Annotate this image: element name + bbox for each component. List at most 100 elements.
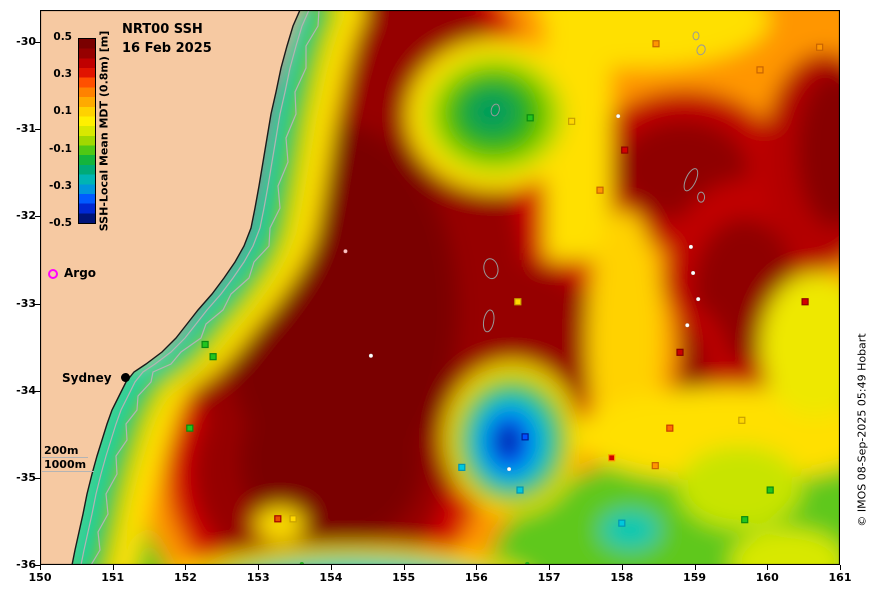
argo-marker — [738, 416, 746, 424]
obs-dot — [506, 466, 512, 472]
obs-dot — [368, 353, 374, 359]
x-tick-label: 154 — [319, 571, 343, 584]
x-tick-label: 156 — [464, 571, 488, 584]
x-tick-label: 157 — [537, 571, 561, 584]
island-outline — [683, 168, 699, 192]
obs-dot — [690, 270, 696, 276]
sydney-label: Sydney — [62, 371, 112, 385]
obs-dot — [688, 244, 694, 250]
title-line-1: NRT00 SSH — [122, 22, 203, 37]
depth-200m-leader-line — [42, 457, 88, 458]
argo-marker — [618, 519, 626, 527]
y-tick-label: -33 — [16, 296, 36, 310]
argo-marker — [651, 462, 659, 470]
title-line-2: 16 Feb 2025 — [122, 41, 212, 56]
island-outline — [692, 31, 700, 41]
x-tick-mark — [330, 565, 332, 570]
island-outline — [482, 309, 495, 333]
x-tick-mark — [258, 565, 260, 570]
argo-marker — [666, 424, 674, 432]
argo-legend-label: Argo — [64, 266, 97, 280]
argo-marker — [621, 146, 629, 154]
y-tick-label: -36 — [16, 558, 36, 571]
argo-marker — [676, 348, 684, 356]
y-tick-label: -31 — [16, 122, 36, 136]
argo-marker — [289, 515, 297, 523]
obs-dot — [343, 248, 348, 254]
colorbar — [78, 38, 96, 224]
obs-dot — [615, 113, 621, 119]
y-tick-mark — [35, 565, 40, 566]
coastal-band — [72, 10, 336, 565]
bathymetry-contours — [80, 10, 320, 565]
argo-marker — [521, 433, 529, 441]
argo-marker — [741, 516, 749, 524]
land-australia — [40, 10, 301, 565]
isobath-200m — [80, 10, 310, 565]
x-tick-mark — [40, 565, 41, 570]
coastal-band — [91, 10, 365, 565]
island-outline — [490, 103, 500, 117]
ssh-field-blobs — [40, 10, 840, 565]
x-tick-mark — [694, 565, 696, 570]
small-obs-dots — [299, 113, 701, 565]
argo-marker — [201, 340, 209, 349]
island-outline — [696, 44, 706, 56]
argo-marker — [209, 353, 217, 361]
isobath-1000m — [90, 10, 320, 565]
island-outline — [483, 258, 499, 280]
argo-symbol-icon — [48, 269, 58, 279]
argo-marker — [652, 40, 660, 48]
argo-marker — [458, 463, 466, 471]
coastal-band — [69, 10, 313, 565]
ssh-contour-field — [39, 9, 841, 566]
argo-marker — [608, 454, 616, 462]
x-tick-label: 151 — [101, 571, 125, 584]
x-tick-mark — [112, 565, 114, 570]
x-tick-mark — [476, 565, 478, 570]
map-plot-area — [39, 9, 841, 566]
argo-marker — [816, 43, 824, 51]
obs-dot — [685, 323, 690, 328]
y-tick-label: -35 — [16, 470, 36, 484]
x-tick-label: 158 — [610, 571, 634, 584]
x-tick-label: 152 — [173, 571, 197, 584]
plot-frame — [39, 9, 841, 566]
coastal-ssh-bands — [69, 10, 365, 565]
argo-marker — [766, 486, 774, 494]
argo-marker — [514, 298, 522, 306]
x-tick-mark — [549, 565, 551, 570]
x-tick-label: 155 — [392, 571, 416, 584]
argo-marker — [516, 486, 524, 494]
obs-dot — [695, 296, 701, 302]
x-tick-mark — [185, 565, 187, 570]
colorbar-tick-label: 0.1 — [53, 105, 72, 118]
y-tick-label: -30 — [16, 35, 36, 48]
x-tick-mark — [840, 565, 841, 570]
argo-marker — [274, 515, 282, 523]
x-tick-mark — [767, 565, 769, 570]
argo-marker — [756, 66, 764, 74]
y-tick-label: -32 — [16, 209, 36, 223]
colorbar-tick-label: -0.3 — [49, 179, 72, 192]
argo-float-markers — [186, 40, 824, 527]
argo-marker — [568, 117, 576, 125]
argo-marker — [596, 186, 604, 194]
x-tick-label: 150 — [28, 571, 52, 584]
y-tick-label: -34 — [16, 383, 36, 397]
argo-marker — [186, 424, 194, 432]
x-tick-mark — [403, 565, 405, 570]
x-tick-label: 160 — [755, 571, 779, 584]
x-tick-label: 161 — [828, 571, 852, 584]
credit-text: © IMOS 08-Sep-2025 05:49 Hobart — [855, 333, 869, 527]
island-outlines — [482, 31, 706, 333]
depth-200m-label: 200m — [44, 444, 79, 457]
colorbar-label: SSH-Local Mean MDT (0.8m) [m] — [97, 30, 111, 232]
x-tick-label: 153 — [246, 571, 270, 584]
plot-title: NRT00 SSH 16 Feb 2025 — [122, 20, 212, 58]
argo-marker — [526, 114, 534, 122]
colorbar-tick-label: -0.5 — [49, 217, 72, 229]
x-tick-label: 159 — [683, 571, 707, 584]
argo-marker — [801, 298, 809, 306]
